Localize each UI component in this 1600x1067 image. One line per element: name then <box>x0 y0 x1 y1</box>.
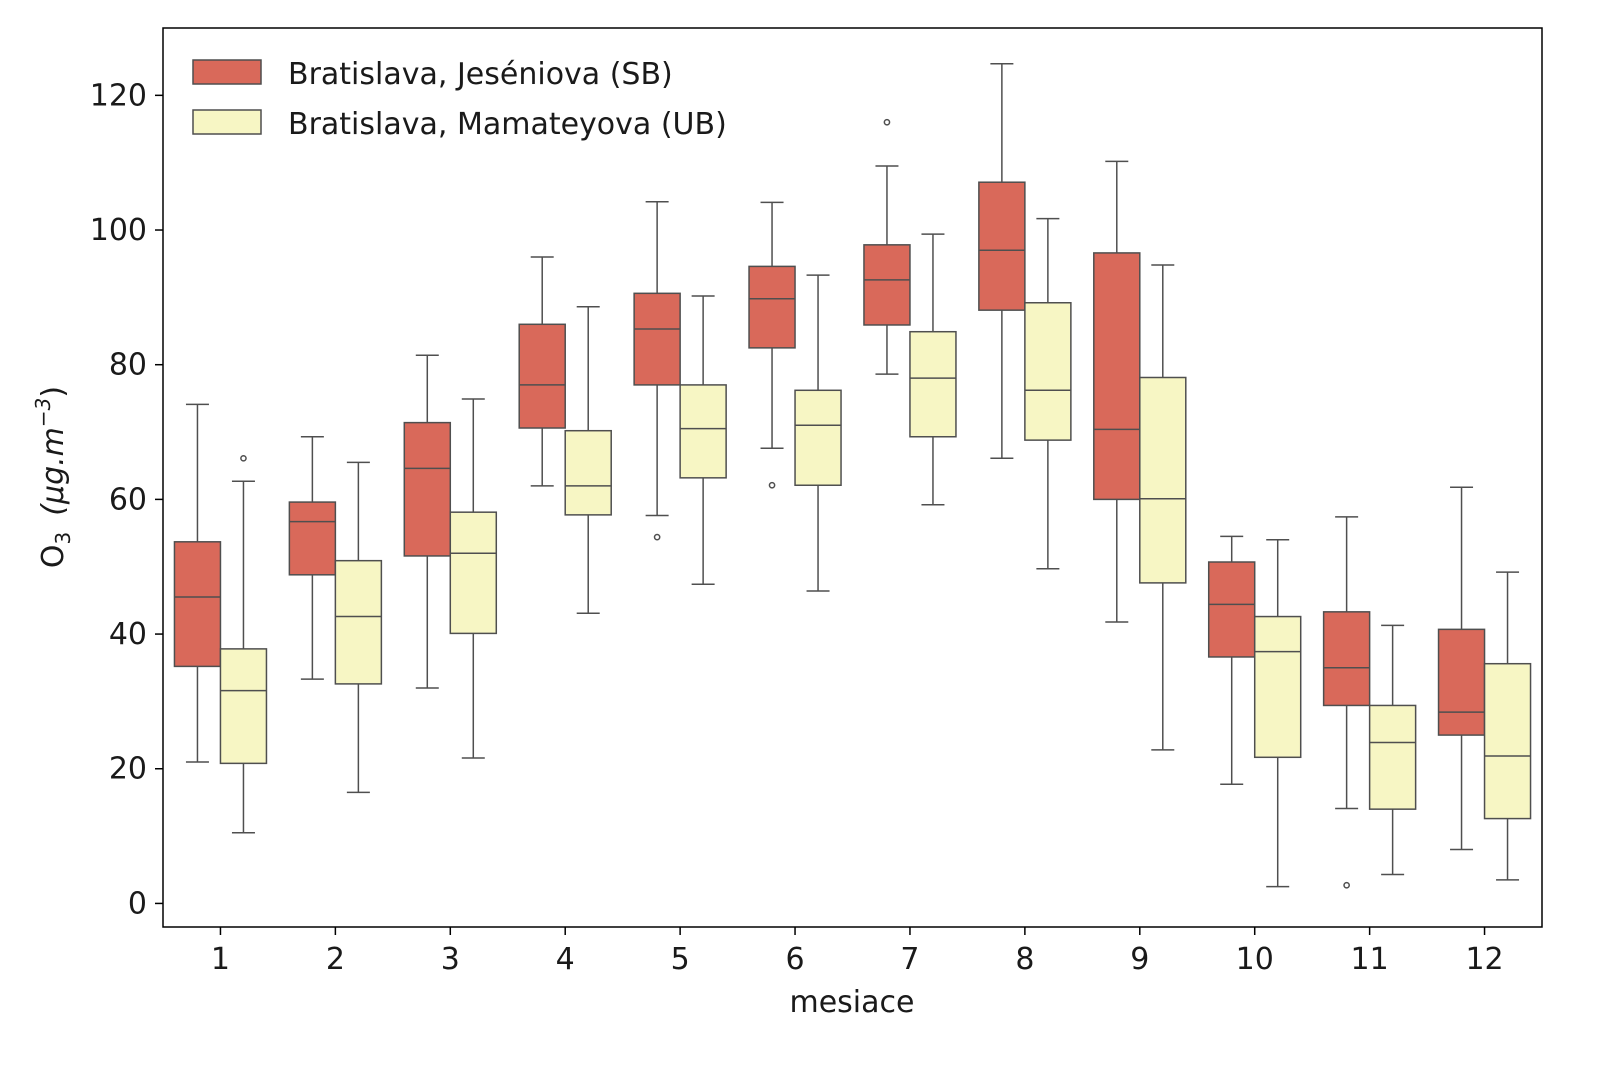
y-tick-label-40: 40 <box>109 617 147 652</box>
x-tick-label-3: 3 <box>441 942 460 977</box>
y-tick-label-100: 100 <box>90 213 147 248</box>
box-group-jeseniova-11 <box>1322 516 1371 889</box>
box <box>173 541 222 668</box>
x-tick-label-2: 2 <box>326 942 345 977</box>
box-group-jeseniova-2 <box>288 436 337 680</box>
box <box>1368 704 1417 810</box>
x-axis-label: mesiace <box>790 985 915 1020</box>
box-group-mamateyova-4 <box>564 306 612 614</box>
y-axis-label-exponent: −3 <box>31 398 55 427</box>
box-group-jeseniova-4 <box>518 256 566 487</box>
outlier-point <box>653 533 661 541</box>
box <box>1093 252 1141 501</box>
box <box>219 648 268 765</box>
x-tick-label-12: 12 <box>1465 942 1503 977</box>
box <box>1322 611 1371 707</box>
box-group-mamateyova-10 <box>1253 539 1302 888</box>
x-tick-label-9: 9 <box>1130 942 1149 977</box>
box <box>909 330 957 438</box>
box-group-jeseniova-1 <box>173 403 222 763</box>
x-tick-label-4: 4 <box>556 942 575 977</box>
box-group-jeseniova-10 <box>1207 535 1256 785</box>
y-axis-label: O3 (μg.m−3) <box>31 386 75 568</box>
y-axis-label-unit: (μg.m <box>36 427 71 516</box>
box-group-jeseniova-3 <box>403 354 452 689</box>
box <box>334 559 383 685</box>
box-group-jeseniova-5 <box>633 200 681 541</box>
y-tick-label-60: 60 <box>109 482 147 517</box>
box <box>978 181 1026 311</box>
box-group-mamateyova-7 <box>909 233 957 506</box>
x-tick-label-11: 11 <box>1351 942 1389 977</box>
legend-label-mamateyova: Bratislava, Mamateyova (UB) <box>288 107 727 142</box>
box-group-mamateyova-5 <box>679 295 727 585</box>
box <box>863 244 911 326</box>
y-tick-label-80: 80 <box>109 348 147 383</box>
box <box>288 501 337 576</box>
box-group-jeseniova-6 <box>748 201 796 489</box>
x-tick-label-5: 5 <box>671 942 690 977</box>
box-group-mamateyova-1 <box>219 454 268 834</box>
box-group-mamateyova-12 <box>1483 571 1532 881</box>
y-axis-label-main: O <box>36 544 71 568</box>
box <box>1024 302 1072 441</box>
box <box>633 292 681 386</box>
outlier-point <box>883 118 891 126</box>
legend-label-jeseniova: Bratislava, Jeséniova (SB) <box>288 57 673 92</box>
plot-frame <box>162 27 1543 928</box>
box <box>1483 662 1532 820</box>
box <box>1253 615 1302 759</box>
legend: Bratislava, Jeséniova (SB) Bratislava, M… <box>192 57 727 142</box>
outlier-point <box>1343 881 1350 889</box>
box <box>518 323 566 429</box>
legend-swatch-mamateyova <box>192 109 262 135</box>
box-group-jeseniova-7 <box>863 118 911 375</box>
plot-marks <box>173 62 1532 889</box>
box-group-mamateyova-3 <box>449 398 498 759</box>
box <box>748 265 796 349</box>
box <box>679 384 727 479</box>
box <box>564 429 612 516</box>
y-tick-label-120: 120 <box>90 78 147 113</box>
y-axis-label-sub: 3 <box>51 532 75 545</box>
box <box>1207 561 1256 658</box>
outlier-point <box>240 454 247 462</box>
box-group-jeseniova-9 <box>1093 160 1141 623</box>
x-tick-label-7: 7 <box>900 942 919 977</box>
y-axis-label-close: ) <box>36 386 71 398</box>
box <box>403 421 452 557</box>
y-tick-label-0: 0 <box>128 886 147 921</box>
box-group-mamateyova-6 <box>794 274 842 592</box>
legend-swatch-jeseniova <box>192 59 262 85</box>
box-group-mamateyova-2 <box>334 461 383 794</box>
box <box>449 511 498 635</box>
x-tick-label-1: 1 <box>211 942 230 977</box>
x-tick-label-8: 8 <box>1015 942 1034 977</box>
box <box>1139 376 1187 584</box>
box-group-jeseniova-8 <box>978 62 1026 460</box>
box-group-mamateyova-8 <box>1024 217 1072 570</box>
y-tick-label-20: 20 <box>109 752 147 787</box>
box-group-mamateyova-11 <box>1368 624 1417 876</box>
x-tick-label-6: 6 <box>785 942 804 977</box>
box <box>1437 628 1486 736</box>
box-group-jeseniova-12 <box>1437 486 1486 851</box>
box-group-mamateyova-9 <box>1139 264 1187 751</box>
box <box>794 389 842 486</box>
outlier-point <box>768 481 776 489</box>
x-tick-label-10: 10 <box>1236 942 1274 977</box>
